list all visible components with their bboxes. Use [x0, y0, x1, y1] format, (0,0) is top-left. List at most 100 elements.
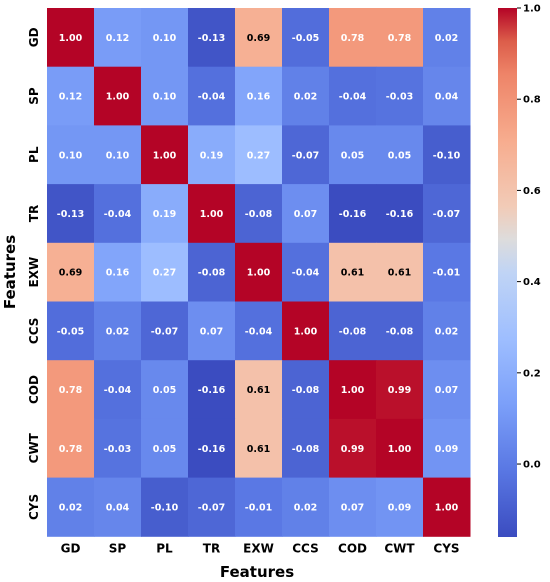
heatmap-cell [423, 360, 471, 420]
heatmap-cell [94, 360, 142, 420]
cell-value-label: 0.07 [294, 209, 317, 220]
heatmap-cell [188, 66, 236, 126]
cell-value-label: -0.03 [386, 92, 413, 103]
heatmap-cell [47, 125, 95, 185]
cell-value-label: 0.69 [59, 268, 82, 279]
x-tick-label: PL [156, 541, 173, 555]
cell-value-label: -0.04 [198, 92, 226, 103]
cell-value-label: 1.00 [341, 385, 365, 396]
y-tick-label: TR [27, 205, 41, 222]
heatmap-cell [282, 125, 330, 185]
x-tick-label: CCS [292, 541, 318, 555]
x-axis-title: Features [220, 563, 294, 581]
heatmap-cell [94, 418, 142, 479]
cell-value-label: 1.00 [294, 326, 318, 337]
cell-value-label: 0.19 [200, 150, 223, 161]
cell-value-label: -0.03 [104, 444, 131, 455]
heatmap-cell [47, 360, 95, 420]
heatmap-cell [94, 477, 142, 537]
cell-value-label: 0.02 [294, 502, 317, 513]
cell-value-label: -0.07 [198, 502, 225, 513]
cell-value-label: 0.61 [247, 385, 270, 396]
cell-value-label: 0.78 [388, 33, 412, 44]
heatmap-cell [423, 477, 471, 537]
heatmap-cell [141, 301, 189, 361]
cell-value-label: 1.00 [200, 209, 224, 220]
heatmap-cell [94, 8, 142, 68]
heatmap-cell [235, 66, 283, 126]
cell-value-label: -0.16 [198, 444, 226, 455]
x-tick-label: GD [61, 541, 81, 555]
cell-value-label: -0.04 [104, 385, 132, 396]
cell-value-label: 0.10 [59, 150, 83, 161]
colorbar-tick-label: 0.0 [523, 460, 541, 471]
cell-value-label: 0.02 [294, 92, 317, 103]
y-tick-label: CCS [27, 318, 41, 344]
cell-value-label: -0.08 [292, 444, 320, 455]
heatmap-cell [329, 477, 377, 537]
heatmap-cell [47, 477, 95, 537]
cell-value-label: -0.07 [151, 326, 178, 337]
cell-value-label: 0.61 [247, 444, 270, 455]
heatmap-cell [423, 242, 471, 302]
cell-value-label: -0.07 [433, 209, 460, 220]
heatmap-cell [188, 360, 236, 420]
heatmap-cell [47, 66, 95, 126]
cell-value-label: 0.04 [106, 502, 130, 513]
heatmap-cell [329, 8, 377, 68]
heatmap-cell [47, 418, 95, 479]
heatmap-cell [376, 125, 424, 185]
cell-value-label: 0.99 [388, 385, 411, 396]
heatmap-cell [235, 8, 283, 68]
heatmap-cell [423, 125, 471, 185]
heatmap-cell [47, 8, 95, 68]
cell-value-label: 0.05 [388, 150, 411, 161]
cell-value-label: 0.02 [435, 33, 458, 44]
y-tick-label: EXW [27, 257, 41, 288]
cell-value-label: -0.01 [245, 502, 272, 513]
cell-value-label: 0.02 [435, 326, 458, 337]
heatmap-cell [47, 242, 95, 302]
y-tick-label: CYS [27, 494, 41, 520]
cell-value-label: 0.05 [341, 150, 364, 161]
cell-value-label: 0.09 [388, 502, 411, 513]
cell-value-label: 1.00 [388, 444, 412, 455]
y-tick-label: PL [27, 146, 41, 163]
cell-value-label: 0.61 [388, 268, 411, 279]
cell-value-label: 0.16 [247, 92, 271, 103]
y-tick-labels: GD SP PL TR EXW CCS COD CWT CYS [27, 27, 41, 520]
cell-value-label: 0.02 [59, 502, 82, 513]
cell-value-label: -0.08 [386, 326, 414, 337]
heatmap-cell [423, 301, 471, 361]
cell-value-label: -0.10 [433, 150, 461, 161]
heatmap-cell [282, 184, 330, 244]
cell-value-label: 0.10 [153, 33, 177, 44]
x-tick-labels: GD SP PL TR EXW CCS COD CWT CYS [61, 541, 460, 555]
heatmap-cell [94, 184, 142, 244]
cell-value-label: 1.00 [435, 502, 459, 513]
heatmap-cell [329, 125, 377, 185]
heatmap-cell [235, 360, 283, 420]
heatmap-cell [235, 125, 283, 185]
heatmap-cell [329, 184, 377, 244]
heatmap-cell [188, 418, 236, 479]
heatmap-cell [141, 66, 189, 126]
colorbar-tick-label: 1.0 [523, 4, 541, 15]
colorbar-tick-label: 0.6 [523, 186, 541, 197]
heatmap-cell [329, 360, 377, 420]
cell-value-label: 0.19 [153, 209, 176, 220]
cell-value-label: 0.27 [153, 268, 176, 279]
cell-value-label: 0.16 [106, 268, 130, 279]
cell-value-label: 0.12 [59, 92, 82, 103]
cell-value-label: 1.00 [153, 150, 177, 161]
heatmap-cell [235, 242, 283, 302]
heatmap-cell [141, 125, 189, 185]
cell-value-label: 0.04 [435, 92, 459, 103]
cell-value-label: -0.16 [386, 209, 414, 220]
heatmap-cell [282, 360, 330, 420]
heatmap-cell [235, 184, 283, 244]
cell-value-label: -0.05 [292, 33, 319, 44]
heatmap-cell [188, 8, 236, 68]
heatmap-cell [94, 125, 142, 185]
